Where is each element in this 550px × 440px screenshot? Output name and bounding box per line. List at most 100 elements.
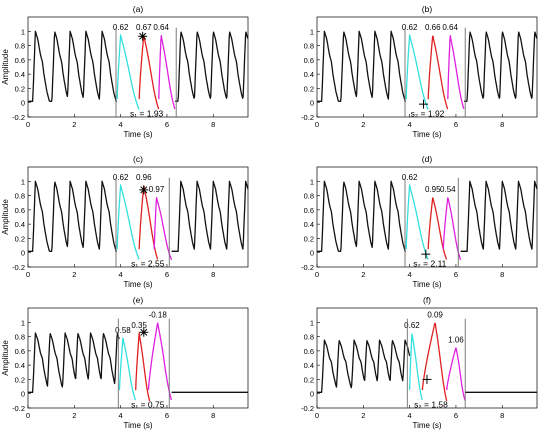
x-tick-label: 4 (408, 270, 412, 279)
peak-value-label: 0.96 (136, 173, 152, 182)
signal-trace-black-2 (463, 31, 538, 102)
y-tick-label: 0 (310, 249, 314, 258)
peak-value-label: 0.62 (113, 173, 129, 182)
x-tick-label: 0 (26, 270, 30, 279)
panel-title: (b) (422, 4, 433, 14)
y-tick-label: 0.4 (304, 70, 314, 79)
panel-title: (c) (133, 154, 143, 164)
score-label: s₂ = 1.92 (411, 108, 445, 118)
x-axis-label: Time (s) (123, 421, 152, 430)
highlighted-beat-3 (153, 196, 173, 261)
score-label: s₁ = 1.93 (130, 108, 164, 118)
y-tick-label: -0.2 (301, 404, 314, 413)
y-tick-label: 0.6 (304, 56, 314, 65)
highlighted-beat-1 (408, 333, 423, 401)
y-tick-label: 0 (310, 390, 314, 399)
asterisk-marker (139, 185, 149, 195)
score-label: s₁ = 2.55 (131, 258, 165, 268)
plot-area-frame (27, 307, 249, 409)
y-tick-label: 0.2 (304, 375, 314, 384)
x-tick-label: 0 (315, 120, 319, 129)
x-tick-label: 8 (500, 411, 504, 420)
highlighted-beat-3 (446, 347, 466, 401)
x-tick-label: 6 (165, 411, 169, 420)
panel-title: (f) (423, 295, 431, 305)
x-tick-label: 8 (211, 411, 215, 420)
y-tick-label: -0.2 (12, 263, 25, 272)
highlighted-beat-1 (116, 34, 140, 110)
x-tick-label: 6 (454, 120, 458, 129)
y-tick-label: 0.8 (304, 333, 314, 342)
y-tick-label: -0.2 (12, 404, 25, 413)
y-tick-label: 1 (21, 27, 25, 36)
plus-marker (419, 99, 429, 109)
y-tick-label: 0.8 (15, 333, 25, 342)
peak-value-label: 0.62 (402, 23, 418, 32)
y-tick-label: 0.2 (15, 234, 25, 243)
signal-trace-black-1 (316, 30, 407, 102)
score-label: s₁ = 0.75 (131, 399, 165, 409)
y-tick-label: 0.2 (15, 375, 25, 384)
highlighted-beat-2 (421, 322, 448, 402)
signal-trace-black-1 (316, 339, 411, 393)
highlighted-beat-3 (158, 35, 176, 110)
x-tick-label: 4 (408, 120, 412, 129)
plot-area-frame (316, 16, 538, 118)
y-tick-label: 0.4 (15, 361, 25, 370)
y-tick-label: 0 (310, 99, 314, 108)
y-tick-label: 0.4 (15, 220, 25, 229)
x-tick-label: 4 (119, 411, 123, 420)
highlighted-beat-2 (135, 332, 151, 402)
y-tick-label: 1 (310, 177, 314, 186)
x-tick-label: 4 (119, 270, 123, 279)
y-tick-label: 1 (21, 177, 25, 186)
x-axis-label: Time (s) (412, 421, 441, 430)
x-axis-label: Time (s) (123, 130, 152, 139)
x-tick-label: 0 (315, 270, 319, 279)
y-tick-label: 0 (21, 390, 25, 399)
highlighted-beat-2 (427, 35, 449, 110)
highlighted-beat-1 (405, 34, 429, 110)
x-tick-label: 2 (361, 411, 365, 420)
y-axis-label: Amplitude (1, 340, 10, 376)
highlighted-beat-3 (447, 35, 465, 110)
y-tick-label: 0.4 (304, 220, 314, 229)
y-tick-label: 1 (21, 318, 25, 327)
x-tick-label: 8 (500, 120, 504, 129)
y-tick-label: 0.8 (15, 42, 25, 51)
peak-value-label: 0.64 (153, 23, 169, 32)
peak-value-label: 0.62 (113, 23, 129, 32)
peak-value-label: 0.64 (442, 23, 458, 32)
highlighted-beat-1 (116, 184, 140, 260)
peak-value-label: 0.35 (131, 321, 147, 330)
y-axis-label: Amplitude (1, 49, 10, 85)
x-tick-label: 0 (26, 411, 30, 420)
peak-value-label: 0.66 (425, 23, 441, 32)
asterisk-marker (138, 31, 148, 41)
y-tick-label: 0.6 (15, 347, 25, 356)
x-tick-label: 2 (72, 120, 76, 129)
highlighted-beat-1 (405, 184, 429, 260)
plus-marker (422, 374, 432, 384)
highlighted-beat-1 (118, 337, 137, 401)
score-label: s₂ = 1.58 (414, 399, 448, 409)
x-tick-label: 2 (361, 270, 365, 279)
peak-value-label: 0.54 (440, 185, 456, 194)
score-label: s₂ = 2.11 (413, 258, 446, 268)
y-tick-label: -0.2 (12, 113, 25, 122)
x-tick-label: 2 (72, 411, 76, 420)
x-tick-label: 6 (165, 120, 169, 129)
panel-title: (d) (422, 154, 433, 164)
x-tick-label: 4 (408, 411, 412, 420)
signal-trace-black-2 (171, 180, 249, 252)
x-tick-label: 0 (26, 120, 30, 129)
x-axis-label: Time (s) (123, 280, 152, 289)
plot-area-frame (27, 166, 249, 268)
y-tick-label: -0.2 (301, 263, 314, 272)
plus-marker (421, 249, 431, 259)
plot-area-frame (316, 166, 538, 268)
